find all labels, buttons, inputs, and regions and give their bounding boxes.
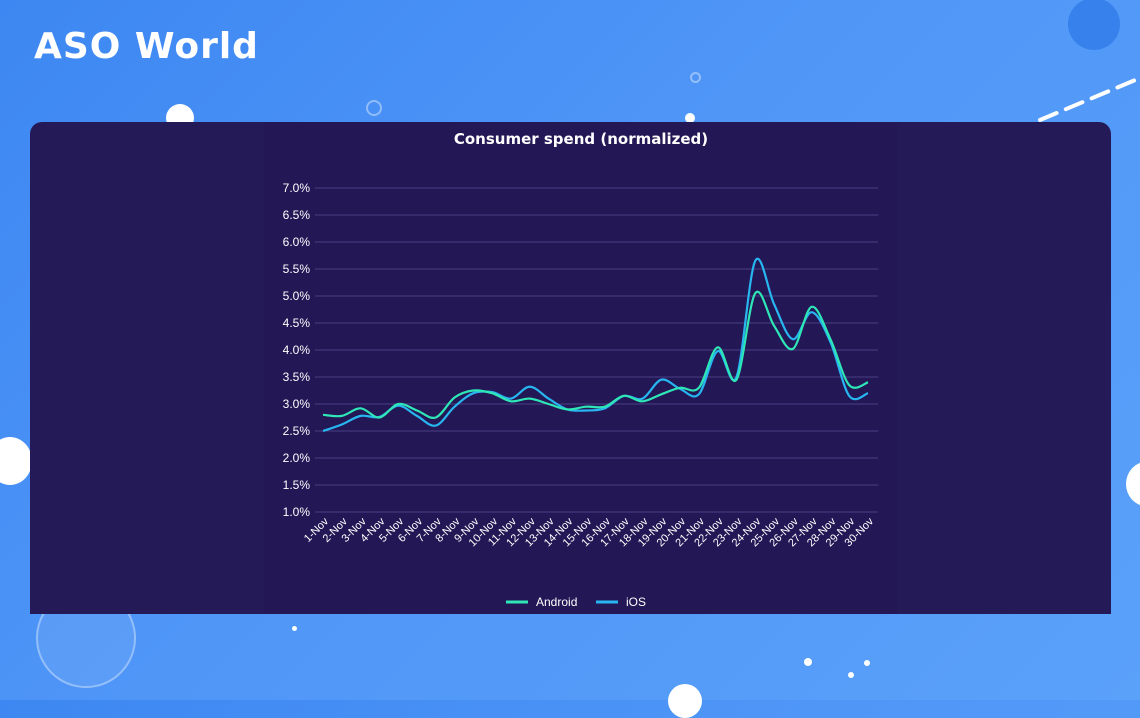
consumer-spend-chart: Consumer spend (normalized) 7.0% 6.5% 6.0%…	[283, 130, 878, 609]
y-tick-label: 6.0%	[283, 235, 311, 249]
y-tick-label: 6.5%	[283, 208, 311, 222]
y-tick-label: 5.0%	[283, 289, 311, 303]
y-tick-label: 7.0%	[283, 181, 311, 195]
decor-dot	[292, 626, 297, 631]
y-tick-label: 5.5%	[283, 262, 311, 276]
ios-series-line	[322, 257, 869, 433]
decor-ring	[690, 72, 701, 83]
decor-dot	[1126, 462, 1140, 506]
y-tick-label: 4.5%	[283, 316, 311, 330]
chart-card	[264, 122, 897, 614]
y-tick-label: 3.0%	[283, 397, 311, 411]
y-tick-label: 2.5%	[283, 424, 311, 438]
aso-world-logo: ASO World	[34, 26, 259, 67]
y-tick-label: 1.0%	[283, 505, 311, 519]
y-tick-label: 3.5%	[283, 370, 311, 384]
decor-dot	[685, 113, 695, 123]
legend-label-android: Android	[536, 595, 577, 609]
decor-dot	[0, 437, 32, 485]
legend-label-ios: iOS	[626, 595, 646, 609]
chart-title: Consumer spend (normalized)	[454, 130, 708, 148]
decor-dot	[848, 672, 854, 678]
decor-dot	[804, 658, 812, 666]
decor-dot	[864, 660, 870, 666]
android-series-line	[322, 290, 869, 420]
decor-dot	[668, 684, 702, 718]
chart-panel: Consumer spend (normalized) 7.0% 6.5% 6.0%…	[30, 122, 1111, 614]
decor-ring	[366, 100, 382, 116]
y-tick-label: 2.0%	[283, 451, 311, 465]
decor-circle	[1068, 0, 1120, 50]
y-tick-label: 1.5%	[283, 478, 311, 492]
y-tick-label: 4.0%	[283, 343, 311, 357]
